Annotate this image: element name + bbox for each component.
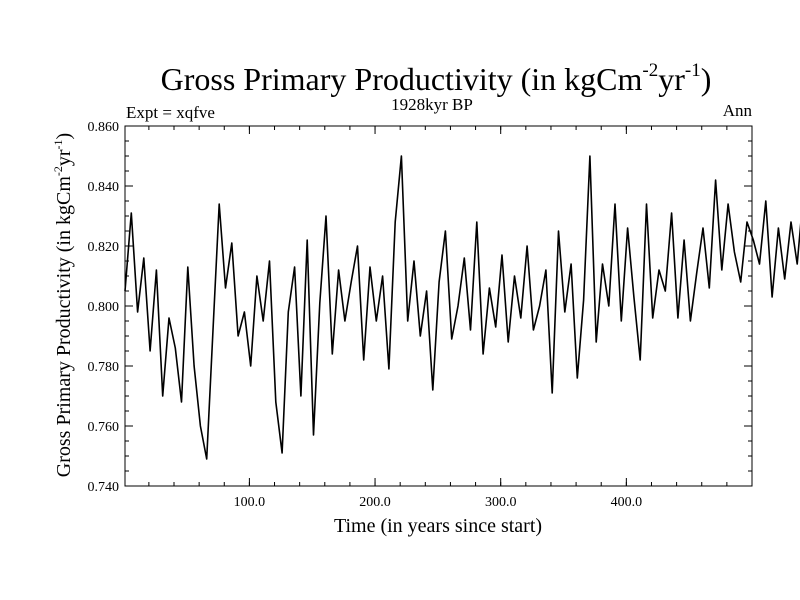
chart-title-close: ) <box>701 61 712 97</box>
plot-frame <box>124 125 753 487</box>
y-tick-label: 0.780 <box>88 360 120 375</box>
y-axis-label-exp2: -1 <box>51 139 65 149</box>
y-tick-label: 0.740 <box>88 480 120 495</box>
y-tick-label: 0.760 <box>88 420 120 435</box>
y-axis-label-exp1: -2 <box>51 166 65 176</box>
series-line-gpp <box>124 155 800 460</box>
y-tick-label: 0.860 <box>88 120 120 135</box>
chart-title-exp2: -1 <box>685 60 701 81</box>
y-axis-label-mid: yr <box>53 149 75 166</box>
y-tick-label: 0.820 <box>88 240 120 255</box>
y-axis-label-close: ) <box>53 133 75 140</box>
subtitle-center: 1928kyr BP <box>391 95 473 114</box>
x-axis-label: Time (in years since start) <box>334 515 542 537</box>
x-tick-label: 400.0 <box>611 495 643 510</box>
chart-title-exp1: -2 <box>642 60 658 81</box>
chart-title: Gross Primary Productivity (in kgCm-2yr-… <box>161 60 712 97</box>
x-tick-label: 200.0 <box>359 495 391 510</box>
chart-title-main: Gross Primary Productivity (in kgCm <box>161 61 643 97</box>
chart-title-mid: yr <box>658 61 685 97</box>
x-tick-label: 300.0 <box>485 495 517 510</box>
subtitle-right: Ann <box>723 101 753 120</box>
y-axis-label: Gross Primary Productivity (in kgCm-2yr-… <box>51 133 75 477</box>
x-tick-label: 100.0 <box>234 495 266 510</box>
y-axis-label-main: Gross Primary Productivity (in kgCm <box>53 176 75 478</box>
y-tick-label: 0.840 <box>88 180 120 195</box>
y-tick-label: 0.800 <box>88 300 120 315</box>
subtitle-left: Expt = xqfve <box>126 103 215 122</box>
data-series <box>124 155 800 460</box>
axis-tick-labels: 0.740 0.760 0.780 0.800 0.820 0.840 0.860 100.0… <box>88 120 643 510</box>
